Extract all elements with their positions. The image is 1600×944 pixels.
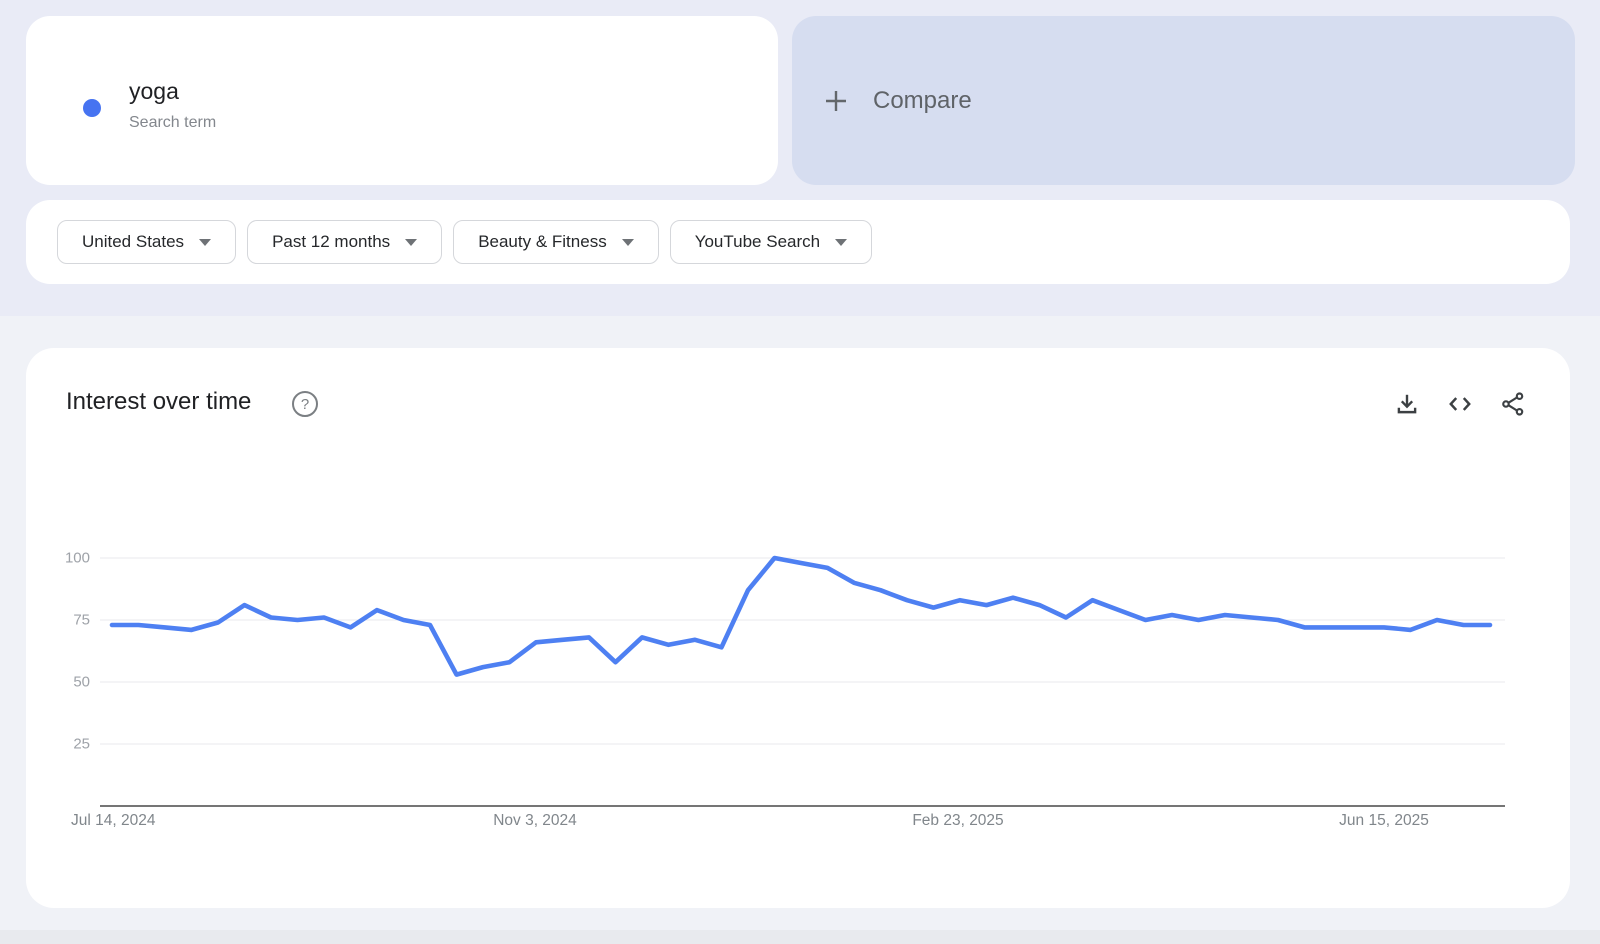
download-button[interactable] — [1394, 391, 1420, 417]
filter-region-dropdown[interactable]: United States — [57, 220, 237, 264]
ytick-75: 75 — [73, 611, 90, 629]
filter-time-label: Past 12 months — [272, 232, 391, 251]
question-mark-glyph: ? — [300, 395, 310, 413]
interest-over-time-card: Interest over time ? — [26, 348, 1570, 908]
term-type-label: Search term — [129, 114, 217, 131]
term-text-block: yoga Search term — [129, 76, 216, 133]
xtick-feb-23-2025: Feb 23, 2025 — [912, 812, 1004, 829]
download-icon — [1397, 394, 1417, 414]
xtick-jun-15-2025: Jun 15, 2025 — [1339, 812, 1429, 829]
ytick-50: 50 — [73, 673, 90, 691]
ytick-100: 100 — [64, 549, 90, 567]
next-section-edge — [0, 930, 1600, 944]
term-color-dot-icon — [83, 99, 101, 117]
xtick-nov-3-2024: Nov 3, 2024 — [493, 812, 577, 829]
plus-icon — [826, 90, 846, 111]
chart-actions — [1394, 391, 1526, 417]
chevron-down-icon — [199, 238, 212, 246]
filter-category-dropdown[interactable]: Beauty & Fitness — [453, 220, 659, 264]
compare-add-card[interactable]: Compare — [792, 16, 1575, 185]
chevron-down-icon — [835, 238, 848, 246]
filter-region-label: United States — [82, 232, 185, 251]
filter-time-dropdown[interactable]: Past 12 months — [247, 220, 443, 264]
compare-label: Compare — [873, 86, 972, 114]
filter-bar: United States Past 12 months Beauty & Fi… — [26, 200, 1570, 284]
share-button[interactable] — [1500, 391, 1526, 417]
ytick-25: 25 — [73, 735, 90, 753]
filter-search-type-label: YouTube Search — [694, 232, 821, 251]
trend-line — [109, 555, 1493, 677]
trend-plot-area[interactable]: 100 75 50 25 Jul 14, 2024 Nov 3, 2024 Fe… — [26, 348, 1570, 908]
chart-title: Interest over time — [66, 388, 252, 415]
embed-button[interactable] — [1447, 391, 1473, 417]
filter-category-label: Beauty & Fitness — [478, 232, 607, 251]
help-icon[interactable]: ? — [292, 391, 318, 417]
chevron-down-icon — [405, 238, 418, 246]
code-brackets-icon — [1449, 397, 1471, 411]
chevron-down-icon — [621, 238, 634, 246]
filter-search-type-dropdown[interactable]: YouTube Search — [669, 220, 873, 264]
search-term-card[interactable]: yoga Search term — [26, 16, 778, 185]
term-name: yoga — [129, 78, 179, 104]
xtick-jul-14-2024: Jul 14, 2024 — [71, 812, 156, 829]
share-icon — [1502, 392, 1524, 416]
